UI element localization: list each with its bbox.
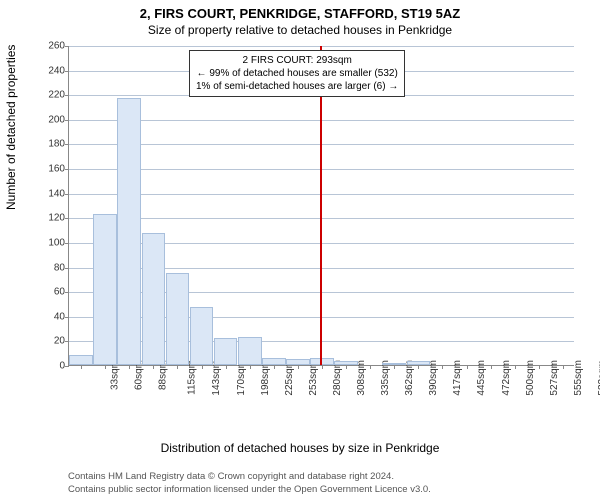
y-tick-mark [65, 120, 69, 121]
plot-area: 02040608010012014016018020022024026033sq… [68, 46, 574, 366]
x-tick-mark [129, 365, 130, 369]
y-tick-label: 220 [41, 90, 65, 101]
bar [214, 338, 238, 365]
x-tick-mark [467, 365, 468, 369]
y-tick-label: 0 [41, 361, 65, 372]
x-tick-label: 225sqm [284, 360, 295, 396]
y-tick-mark [65, 218, 69, 219]
x-tick-mark [81, 365, 82, 369]
y-axis-label: Number of detached properties [4, 45, 18, 210]
x-tick-mark [298, 365, 299, 369]
x-tick-label: 170sqm [236, 360, 247, 396]
x-tick-mark [274, 365, 275, 369]
y-tick-mark [65, 95, 69, 96]
x-tick-label: 143sqm [212, 360, 223, 396]
y-tick-label: 180 [41, 139, 65, 150]
y-tick-label: 40 [41, 311, 65, 322]
y-tick-label: 120 [41, 213, 65, 224]
x-tick-label: 472sqm [501, 360, 512, 396]
y-tick-label: 240 [41, 65, 65, 76]
x-tick-label: 198sqm [260, 360, 271, 396]
callout-box: 2 FIRS COURT: 293sqm← 99% of detached ho… [189, 50, 405, 97]
x-tick-label: 280sqm [332, 360, 343, 396]
x-tick-label: 390sqm [428, 360, 439, 396]
y-tick-mark [65, 169, 69, 170]
bar [142, 233, 166, 365]
callout-line: 2 FIRS COURT: 293sqm [196, 54, 398, 67]
y-tick-mark [65, 268, 69, 269]
x-tick-mark [322, 365, 323, 369]
x-tick-mark [491, 365, 492, 369]
x-tick-mark [442, 365, 443, 369]
y-tick-label: 20 [41, 336, 65, 347]
bar [190, 307, 214, 365]
y-tick-mark [65, 317, 69, 318]
bar [166, 273, 190, 365]
footer-line: Contains HM Land Registry data © Crown c… [68, 471, 431, 483]
x-tick-label: 500sqm [525, 360, 536, 396]
x-tick-label: 445sqm [477, 360, 488, 396]
attribution-footer: Contains HM Land Registry data © Crown c… [68, 471, 431, 496]
y-tick-label: 200 [41, 114, 65, 125]
y-tick-mark [65, 194, 69, 195]
y-tick-label: 80 [41, 262, 65, 273]
x-tick-mark [250, 365, 251, 369]
page-subtitle: Size of property relative to detached ho… [0, 21, 600, 37]
callout-line: 1% of semi-detached houses are larger (6… [196, 80, 398, 93]
bar [117, 98, 141, 365]
bar [238, 337, 262, 365]
x-tick-mark [153, 365, 154, 369]
x-tick-label: 335sqm [380, 360, 391, 396]
y-tick-mark [65, 243, 69, 244]
x-tick-mark [563, 365, 564, 369]
x-tick-label: 417sqm [452, 360, 463, 396]
y-tick-label: 160 [41, 164, 65, 175]
x-tick-mark [105, 365, 106, 369]
x-tick-mark [346, 365, 347, 369]
x-tick-mark [418, 365, 419, 369]
bar [93, 214, 117, 365]
x-tick-mark [539, 365, 540, 369]
x-tick-mark [177, 365, 178, 369]
x-axis-label: Distribution of detached houses by size … [0, 441, 600, 455]
x-tick-mark [370, 365, 371, 369]
bar [69, 355, 93, 365]
chart-container: 02040608010012014016018020022024026033sq… [44, 46, 574, 416]
x-tick-label: 253sqm [308, 360, 319, 396]
y-tick-mark [65, 366, 69, 367]
x-tick-label: 362sqm [404, 360, 415, 396]
x-tick-mark [226, 365, 227, 369]
y-tick-label: 60 [41, 287, 65, 298]
bar [262, 358, 286, 365]
page-title: 2, FIRS COURT, PENKRIDGE, STAFFORD, ST19… [0, 0, 600, 21]
y-tick-label: 100 [41, 237, 65, 248]
y-tick-mark [65, 71, 69, 72]
y-tick-label: 260 [41, 41, 65, 52]
x-tick-label: 555sqm [573, 360, 584, 396]
y-tick-mark [65, 144, 69, 145]
callout-line: ← 99% of detached houses are smaller (53… [196, 67, 398, 80]
y-tick-mark [65, 292, 69, 293]
x-tick-label: 308sqm [356, 360, 367, 396]
x-tick-label: 527sqm [549, 360, 560, 396]
x-tick-mark [515, 365, 516, 369]
footer-line: Contains public sector information licen… [68, 484, 431, 496]
y-tick-label: 140 [41, 188, 65, 199]
x-tick-mark [202, 365, 203, 369]
x-tick-label: 115sqm [187, 360, 198, 395]
y-tick-mark [65, 46, 69, 47]
x-tick-mark [394, 365, 395, 369]
y-tick-mark [65, 341, 69, 342]
